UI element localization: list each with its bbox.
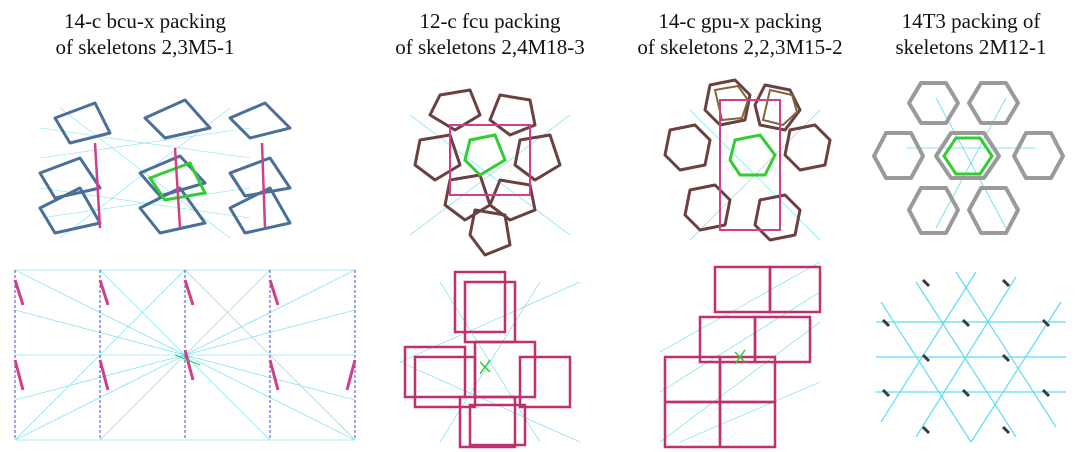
panel-fcu: 12-c fcu packing of skeletons 2,4M18-3: [380, 0, 600, 452]
net-diagram-fcu: [399, 270, 581, 449]
skeleton-packing-14t3: [872, 81, 1065, 235]
panel-14t3: 14T3 packing of skeletons 2M12-1: [866, 0, 1076, 452]
net-diagram-bcu: [13, 269, 357, 441]
skeleton-packing-bcu: [38, 98, 292, 239]
panel-gpu: 14-c gpu-x packing of skeletons 2,2,3M15…: [620, 0, 860, 452]
caption-fcu: 12-c fcu packing of skeletons 2,4M18-3: [395, 9, 585, 59]
skeleton-packing-gpu: [663, 78, 832, 242]
caption-gpu: 14-c gpu-x packing of skeletons 2,2,3M15…: [637, 9, 843, 59]
caption-bcu: 14-c bcu-x packing of skeletons 2,3M5-1: [55, 9, 235, 59]
skeleton-packing-fcu: [409, 88, 571, 257]
caption-14t3: 14T3 packing of skeletons 2M12-1: [895, 9, 1047, 59]
net-diagram-gpu: [659, 261, 822, 449]
net-diagram-14t3: [876, 271, 1066, 443]
panel-bcu: 14-c bcu-x packing of skeletons 2,3M5-1: [0, 0, 357, 452]
